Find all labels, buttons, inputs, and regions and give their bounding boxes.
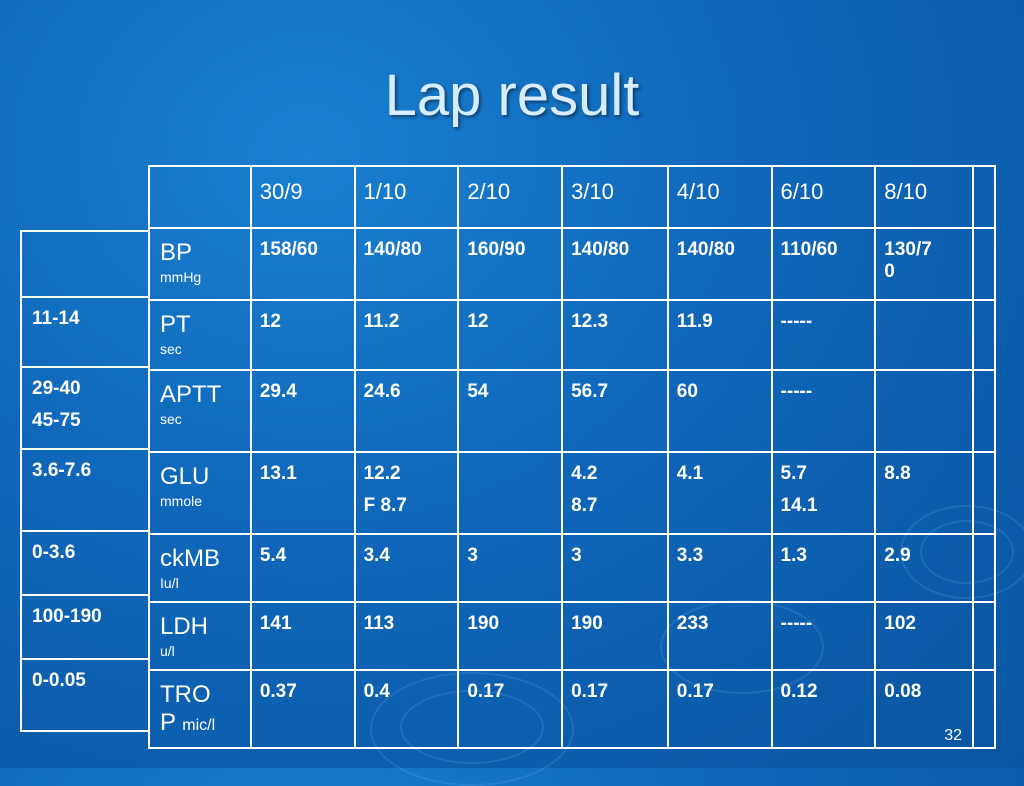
table-cell: 2.9 (874, 533, 974, 603)
table-cell: 11.9 (666, 299, 773, 371)
table-cell: 0.12 (770, 669, 877, 749)
table-cell (971, 299, 997, 371)
table-cell: 54 (457, 369, 564, 453)
table-cell: 12 (249, 299, 356, 371)
table-row: APTT sec 29.4 24.6 54 56.7 60 ----- (148, 369, 997, 453)
reference-cell: 0-3.6 (20, 530, 150, 596)
table-cell: 5.4 (249, 533, 356, 603)
table-cell: ----- (770, 299, 877, 371)
table-cell: 11.2 (353, 299, 460, 371)
header-cell: 8/10 (874, 165, 974, 229)
table-cell: ----- (770, 601, 877, 671)
table-cell (874, 369, 974, 453)
header-cell (148, 165, 252, 229)
table-cell (971, 227, 997, 301)
table-cell: 0.17 (561, 669, 669, 749)
table-cell: 233 (666, 601, 773, 671)
table-cell: 3.4 (353, 533, 460, 603)
table-row: ckMB Iu/l 5.4 3.4 3 3 3.3 1.3 2.9 (148, 533, 997, 603)
table-cell: 110/60 (770, 227, 877, 301)
reference-cell: 3.6-7.6 (20, 448, 150, 532)
row-label: BP mmHg (148, 227, 252, 301)
table-cell (971, 369, 997, 453)
reference-range-table: 11-14 29-40 45-75 3.6-7.6 0-3.6 100-190 0… (20, 230, 150, 732)
reference-cell-header (20, 230, 150, 298)
row-label: PT sec (148, 299, 252, 371)
table-cell: ----- (770, 369, 877, 453)
table-cell: 141 (249, 601, 356, 671)
table-cell: 0.08 (874, 669, 974, 749)
table-cell (457, 451, 564, 535)
table-cell: 12.3 (561, 299, 669, 371)
table-cell: 4.1 (666, 451, 773, 535)
table-cell: 5.7 14.1 (770, 451, 877, 535)
table-cell: 113 (353, 601, 460, 671)
table-header-row: 30/9 1/10 2/10 3/10 4/10 6/10 8/10 (148, 165, 997, 229)
table-row: BP mmHg 158/60 140/80 160/90 140/80 140/8… (148, 227, 997, 301)
table-cell: 158/60 (249, 227, 356, 301)
header-cell: 6/10 (770, 165, 877, 229)
table-cell: 8.8 (874, 451, 974, 535)
slide-title: Lap result (384, 63, 640, 128)
reference-cell: 100-190 (20, 594, 150, 660)
header-cell: 3/10 (561, 165, 669, 229)
table-cell: 190 (457, 601, 564, 671)
table-cell: 140/80 (666, 227, 773, 301)
row-label: APTT sec (148, 369, 252, 453)
table-cell: 60 (666, 369, 773, 453)
header-cell: 4/10 (666, 165, 773, 229)
lab-result-table: 30/9 1/10 2/10 3/10 4/10 6/10 8/10 BP mmH… (148, 165, 997, 749)
table-cell: 13.1 (249, 451, 356, 535)
reference-cell: 11-14 (20, 296, 150, 368)
table-row: TRO P mic/l 0.37 0.4 0.17 0.17 0.17 0.12 … (148, 669, 997, 749)
table-cell: 12 (457, 299, 564, 371)
table-cell: 24.6 (353, 369, 460, 453)
table-row: LDH u/l 141 113 190 190 233 ----- 102 (148, 601, 997, 671)
header-cell: 30/9 (249, 165, 356, 229)
table-cell (971, 533, 997, 603)
table-cell: 102 (874, 601, 974, 671)
table-cell: 0.17 (457, 669, 564, 749)
table-cell (971, 669, 997, 749)
table-row: PT sec 12 11.2 12 12.3 11.9 ----- (148, 299, 997, 371)
table-cell (874, 299, 974, 371)
header-cell: 1/10 (353, 165, 460, 229)
table-cell: 0.17 (666, 669, 773, 749)
table-cell: 1.3 (770, 533, 877, 603)
table-cell: 0.4 (353, 669, 460, 749)
table-cell: 140/80 (353, 227, 460, 301)
table-cell: 29.4 (249, 369, 356, 453)
table-cell: 3 (561, 533, 669, 603)
table-cell: 56.7 (561, 369, 669, 453)
table-cell: 190 (561, 601, 669, 671)
reference-cell: 0-0.05 (20, 658, 150, 732)
table-cell: 4.2 8.7 (561, 451, 669, 535)
table-cell: 160/90 (457, 227, 564, 301)
table-cell: 130/7 0 (874, 227, 974, 301)
table-cell: 12.2 F 8.7 (353, 451, 460, 535)
row-label: GLU mmole (148, 451, 252, 535)
table-cell: 3.3 (666, 533, 773, 603)
table-cell (971, 601, 997, 671)
row-label: LDH u/l (148, 601, 252, 671)
page-number: 32 (944, 727, 962, 744)
table-cell: 0.37 (249, 669, 356, 749)
header-cell (971, 165, 997, 229)
reference-cell: 29-40 45-75 (20, 366, 150, 450)
table-cell: 140/80 (561, 227, 669, 301)
table-cell: 3 (457, 533, 564, 603)
table-cell (971, 451, 997, 535)
table-row: GLU mmole 13.1 12.2 F 8.7 4.2 8.7 4.1 5.7 14… (148, 451, 997, 535)
row-label: TRO P mic/l (148, 669, 252, 749)
row-label: ckMB Iu/l (148, 533, 252, 603)
header-cell: 2/10 (457, 165, 564, 229)
